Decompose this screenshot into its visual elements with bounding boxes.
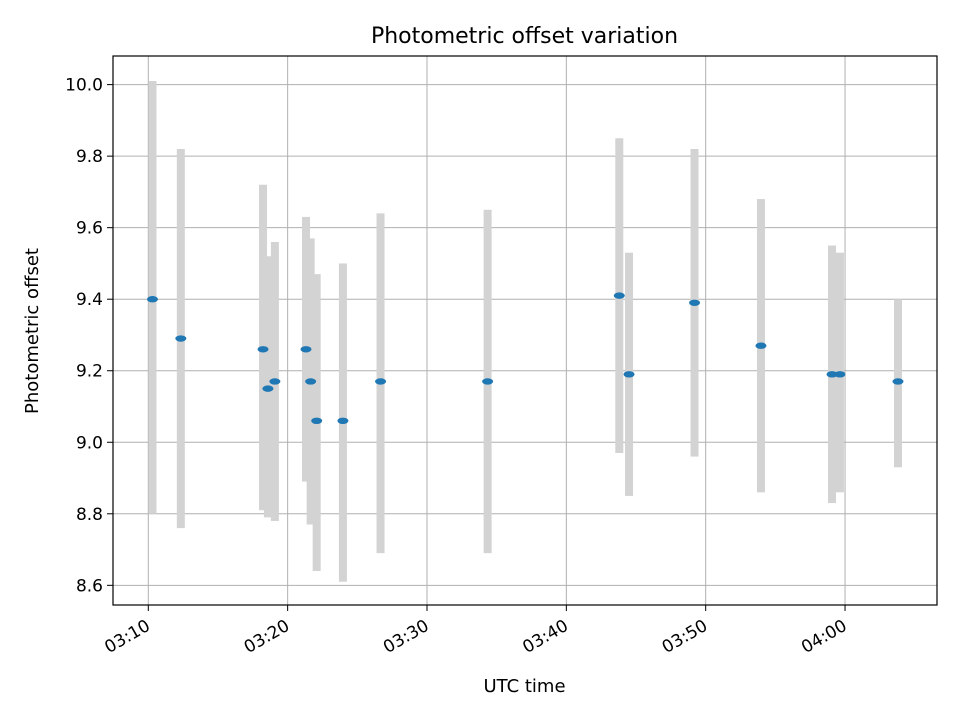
y-tick-label-7: 10.0 bbox=[65, 76, 103, 96]
data-point-10 bbox=[482, 378, 494, 385]
y-tick-label-3: 9.2 bbox=[76, 362, 103, 382]
y-tick-label-0: 8.6 bbox=[76, 576, 103, 596]
y-axis-ticks: 8.6 8.8 9.0 9.2 9.4 9.6 9.8 10.0 bbox=[65, 76, 113, 596]
data-point-7 bbox=[311, 417, 323, 425]
y-tick-label-4: 9.4 bbox=[76, 290, 103, 310]
y-tick-label-5: 9.6 bbox=[76, 219, 103, 239]
data-point-0 bbox=[146, 296, 158, 303]
y-axis-label: Photometric offset bbox=[22, 248, 43, 414]
data-point-15 bbox=[826, 371, 838, 378]
data-point-13 bbox=[689, 299, 701, 306]
y-tick-label-6: 9.8 bbox=[76, 147, 103, 167]
data-point-16 bbox=[834, 371, 846, 378]
data-point-12 bbox=[623, 371, 635, 378]
data-point-11 bbox=[613, 292, 625, 299]
y-tick-label-1: 8.8 bbox=[76, 505, 103, 525]
data-point-17 bbox=[892, 378, 904, 385]
x-axis-label: UTC time bbox=[483, 676, 565, 697]
y-tick-label-2: 9.0 bbox=[76, 433, 103, 453]
data-point-9 bbox=[375, 378, 387, 385]
data-point-1 bbox=[175, 335, 187, 342]
data-point-8 bbox=[337, 417, 349, 425]
plot-frame bbox=[112, 55, 938, 606]
data-point-2 bbox=[257, 346, 269, 353]
data-point-6 bbox=[305, 378, 317, 385]
data-point-5 bbox=[300, 346, 312, 353]
data-point-3 bbox=[262, 385, 274, 392]
data-point-4 bbox=[269, 378, 281, 385]
data-point-14 bbox=[755, 342, 767, 349]
gridlines bbox=[113, 56, 937, 605]
data-points bbox=[146, 292, 904, 425]
chart-title: Photometric offset variation bbox=[371, 24, 678, 49]
